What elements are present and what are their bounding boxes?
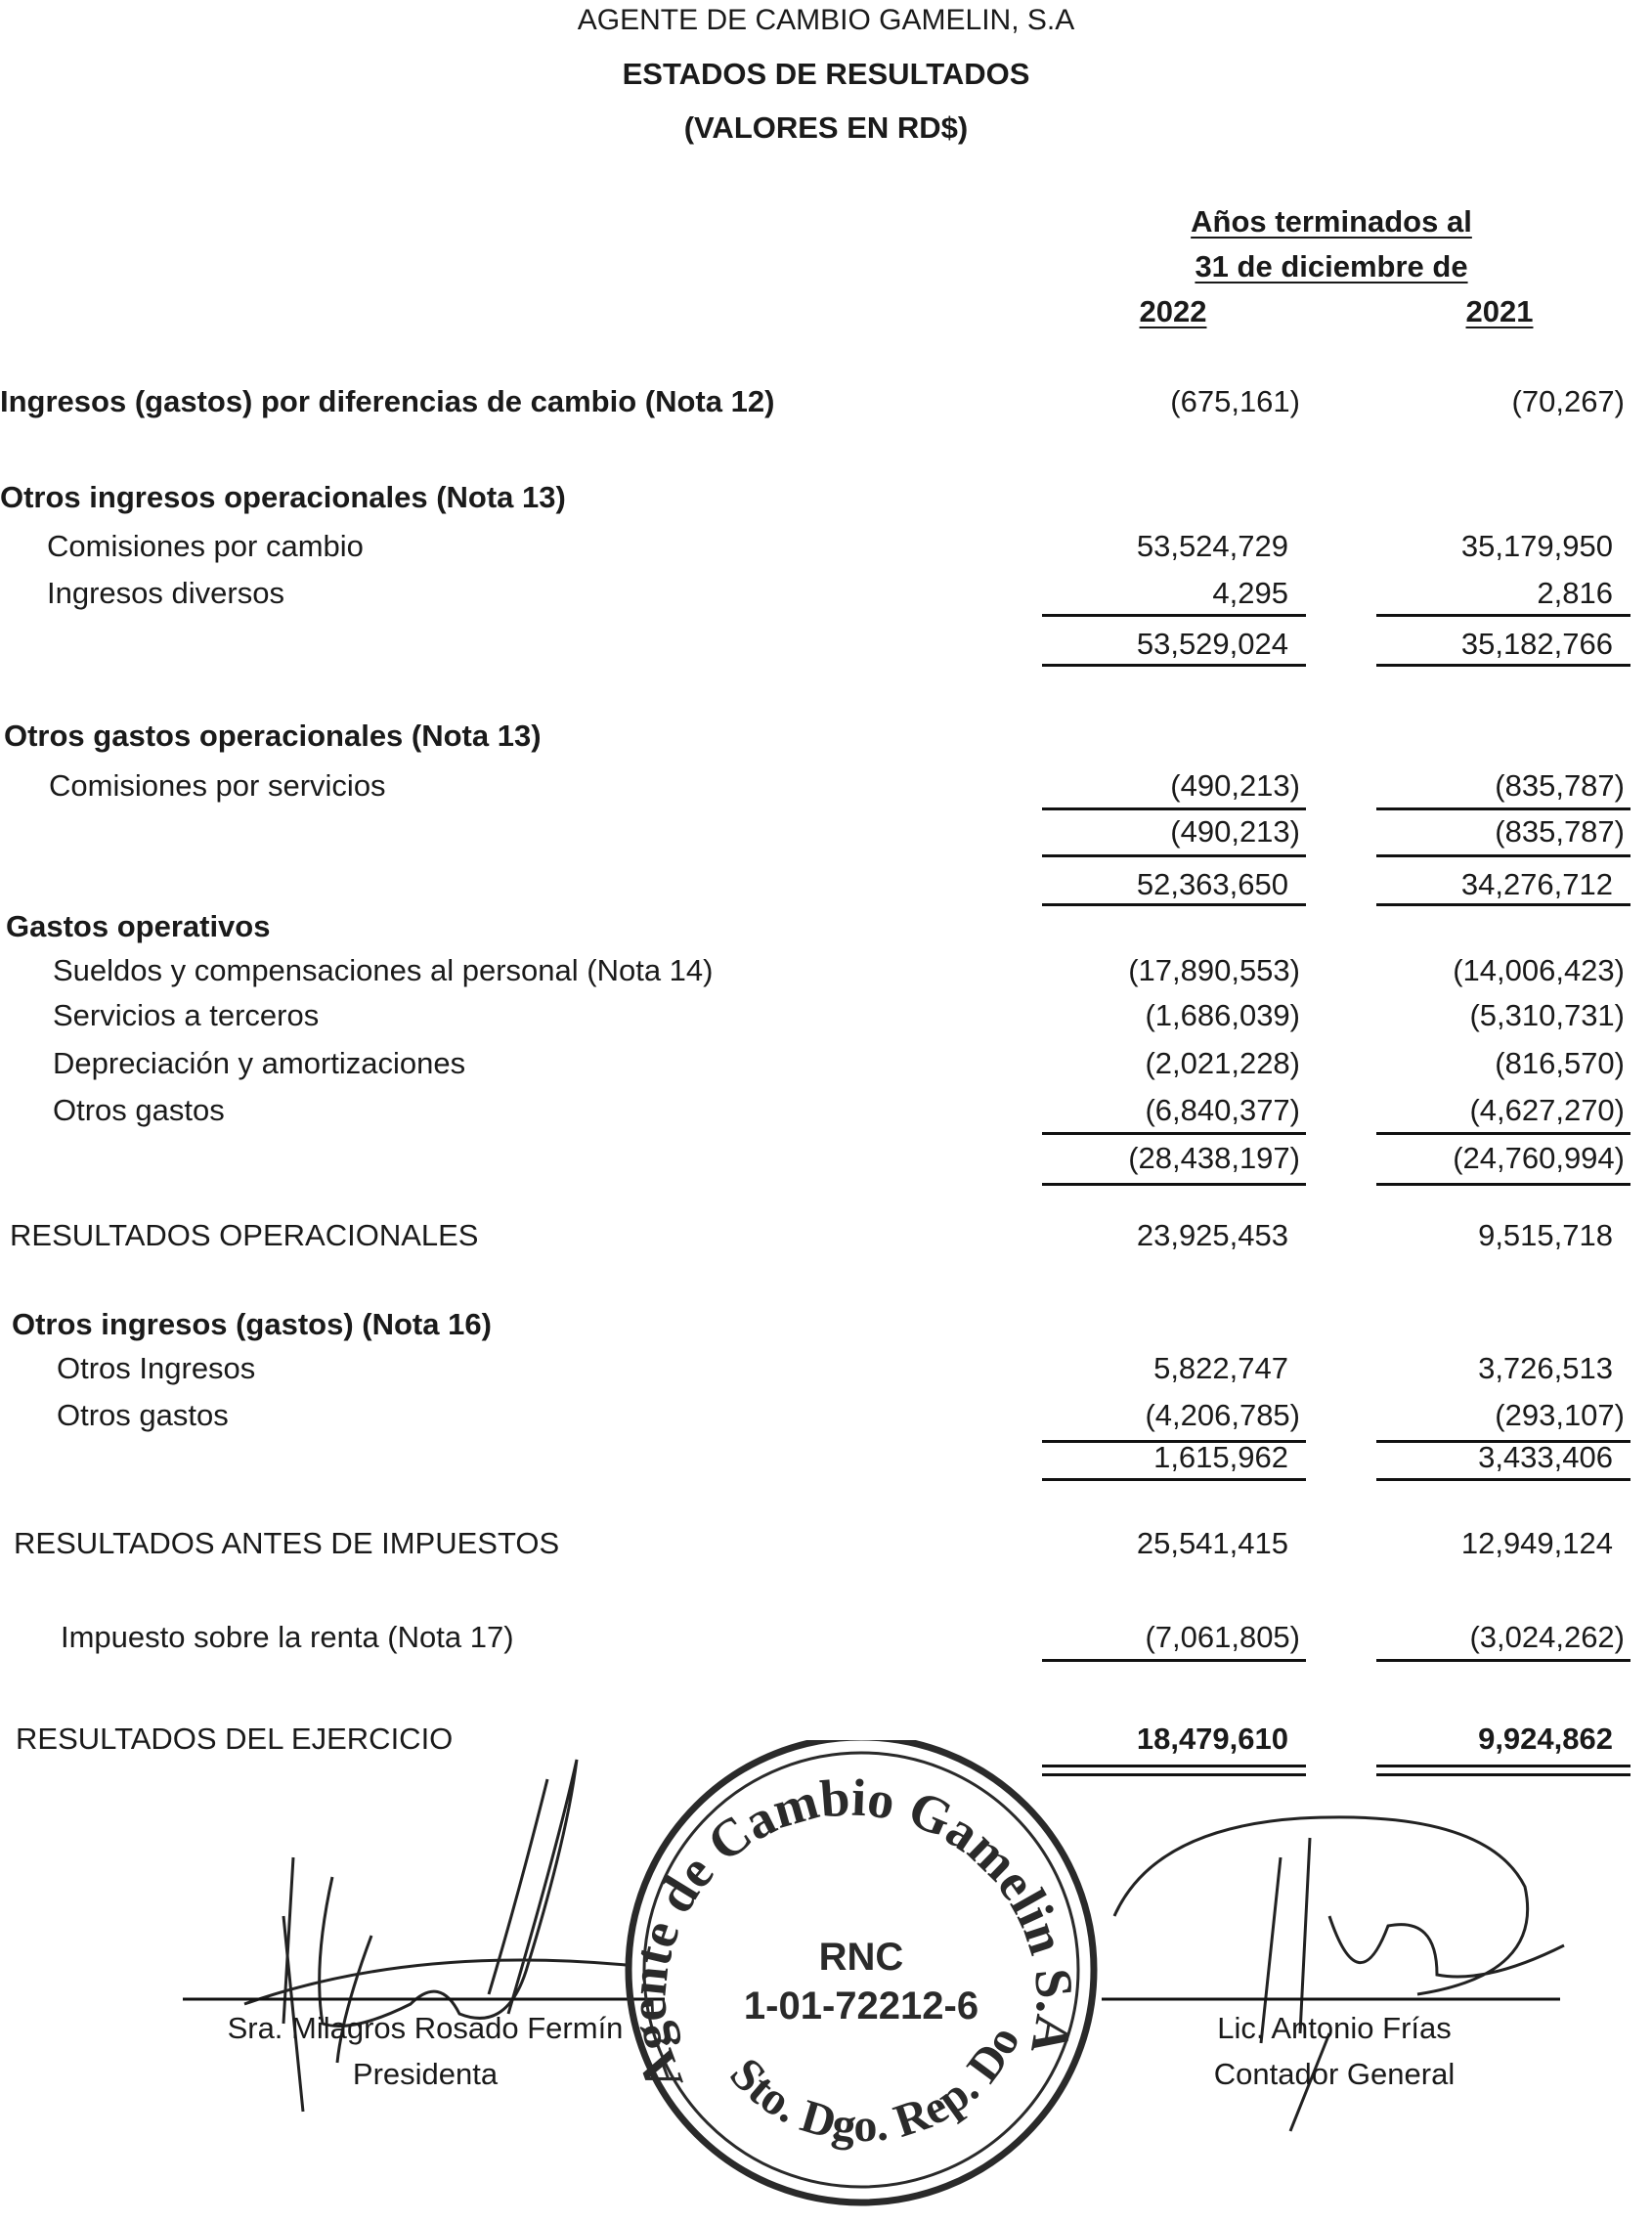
value-2021: (835,787) bbox=[1495, 768, 1625, 803]
statement-title: ESTADOS DE RESULTADOS bbox=[622, 57, 1030, 91]
value-2021: 34,276,712 bbox=[1460, 867, 1613, 901]
value-2021: (3,024,262) bbox=[1469, 1620, 1625, 1654]
underline-rule bbox=[1042, 1765, 1306, 1767]
row-label: Comisiones por servicios bbox=[49, 768, 386, 803]
row-label: RESULTADOS DEL EJERCICIO bbox=[16, 1722, 454, 1756]
underline-rule bbox=[1042, 664, 1306, 667]
underline-rule bbox=[1042, 854, 1306, 857]
company-seal: Agente de Cambio Gamelin S.A Sto. Dgo. R… bbox=[0, 1740, 1098, 2206]
row-label: Otros gastos bbox=[57, 1398, 229, 1432]
value-2022: 52,363,650 bbox=[1136, 867, 1288, 901]
value-2022: (1,686,039) bbox=[1145, 998, 1300, 1032]
value-2021: (5,310,731) bbox=[1469, 998, 1625, 1032]
row-label: Ingresos (gastos) por diferencias de cam… bbox=[0, 384, 775, 418]
seal-rnc-label: RNC bbox=[819, 1936, 904, 1979]
value-2022: (6,840,377) bbox=[1145, 1093, 1300, 1127]
value-2022: 25,541,415 bbox=[1136, 1526, 1288, 1560]
underline-rule bbox=[1042, 614, 1306, 617]
value-2022: (490,213) bbox=[1170, 814, 1300, 849]
value-2021: (816,570) bbox=[1495, 1046, 1625, 1080]
value-2021: 9,924,862 bbox=[1478, 1722, 1613, 1756]
row-label: Depreciación y amortizaciones bbox=[53, 1046, 466, 1080]
underline-rule bbox=[1042, 807, 1306, 810]
president-signature-icon bbox=[243, 1759, 627, 2113]
value-2021: 12,949,124 bbox=[1460, 1526, 1613, 1560]
underline-rule bbox=[1376, 1765, 1630, 1767]
value-2021: (4,627,270) bbox=[1469, 1093, 1625, 1127]
row-label: Impuesto sobre la renta (Nota 17) bbox=[61, 1620, 514, 1654]
row-label: RESULTADOS ANTES DE IMPUESTOS bbox=[14, 1526, 560, 1560]
value-2021: 35,179,950 bbox=[1460, 529, 1613, 563]
value-2021: 3,726,513 bbox=[1478, 1351, 1613, 1385]
underline-rule bbox=[1376, 664, 1630, 667]
value-2022: (4,206,785) bbox=[1145, 1398, 1300, 1432]
value-2021: (293,107) bbox=[1495, 1398, 1625, 1432]
underline-rule bbox=[1376, 1440, 1630, 1443]
row-label: Otros ingresos (gastos) (Nota 16) bbox=[12, 1307, 492, 1341]
row-label: Otros ingresos operacionales (Nota 13) bbox=[0, 480, 566, 514]
row-label: Servicios a terceros bbox=[53, 998, 320, 1032]
value-2021: (835,787) bbox=[1495, 814, 1625, 849]
value-2021: (14,006,423) bbox=[1453, 953, 1625, 987]
underline-rule bbox=[1042, 903, 1306, 906]
value-2021: 35,182,766 bbox=[1460, 627, 1613, 661]
value-2021: 2,816 bbox=[1537, 576, 1613, 610]
value-2021: 9,515,718 bbox=[1478, 1218, 1613, 1252]
underline-rule bbox=[1376, 614, 1630, 617]
underline-rule bbox=[1376, 903, 1630, 906]
value-2022: 4,295 bbox=[1212, 576, 1288, 610]
underline-rule bbox=[1042, 1132, 1306, 1135]
row-label: Otros gastos bbox=[53, 1093, 225, 1127]
period-line-1: Años terminados al bbox=[1191, 204, 1472, 239]
value-2021: 3,433,406 bbox=[1478, 1440, 1613, 1474]
value-2022: (2,021,228) bbox=[1145, 1046, 1300, 1080]
underline-rule bbox=[1042, 1440, 1306, 1443]
underline-rule bbox=[1376, 1183, 1630, 1186]
underline-rule bbox=[1042, 1478, 1306, 1481]
value-2022: (490,213) bbox=[1170, 768, 1300, 803]
underline-rule bbox=[1376, 1478, 1630, 1481]
row-label: Otros Ingresos bbox=[57, 1351, 256, 1385]
value-2022: (7,061,805) bbox=[1145, 1620, 1300, 1654]
underline-rule bbox=[1376, 1132, 1630, 1135]
underline-rule bbox=[1042, 1773, 1306, 1776]
underline-rule bbox=[1376, 807, 1630, 810]
row-label: Ingresos diversos bbox=[47, 576, 284, 610]
value-2022: (17,890,553) bbox=[1128, 953, 1300, 987]
year-2022-header: 2022 bbox=[1139, 294, 1207, 328]
value-2022: 23,925,453 bbox=[1136, 1218, 1288, 1252]
value-2022: 53,524,729 bbox=[1136, 529, 1288, 563]
row-label: RESULTADOS OPERACIONALES bbox=[10, 1218, 479, 1252]
president-title: Presidenta bbox=[352, 2057, 499, 2091]
value-2022: 1,615,962 bbox=[1153, 1440, 1288, 1474]
value-2022: 53,529,024 bbox=[1136, 627, 1288, 661]
signatures-and-stamp: Agente de Cambio Gamelin S.A Sto. Dgo. R… bbox=[0, 1740, 1565, 2206]
row-label: Otros gastos operacionales (Nota 13) bbox=[4, 719, 542, 753]
company-name: AGENTE DE CAMBIO GAMELIN, S.A bbox=[577, 4, 1075, 36]
period-line-2: 31 de diciembre de bbox=[1195, 249, 1468, 283]
year-2021-header: 2021 bbox=[1465, 294, 1534, 328]
row-label: Sueldos y compensaciones al personal (No… bbox=[53, 953, 714, 987]
row-label: Comisiones por cambio bbox=[47, 529, 364, 563]
underline-rule bbox=[1376, 854, 1630, 857]
accountant-title: Contador General bbox=[1213, 2057, 1456, 2091]
president-name: Sra. Milagros Rosado Fermín bbox=[227, 2011, 624, 2045]
value-2022: 18,479,610 bbox=[1136, 1722, 1288, 1756]
row-label: Gastos operativos bbox=[6, 909, 271, 943]
seal-rnc-number: 1-01-72212-6 bbox=[744, 1984, 978, 2028]
underline-rule bbox=[1042, 1183, 1306, 1186]
value-2021: (24,760,994) bbox=[1453, 1141, 1625, 1175]
underline-rule bbox=[1376, 1659, 1630, 1662]
value-2022: (28,438,197) bbox=[1128, 1141, 1300, 1175]
accountant-signature-icon bbox=[1112, 1815, 1565, 2132]
value-2022: (675,161) bbox=[1170, 384, 1300, 418]
value-2021: (70,267) bbox=[1511, 384, 1625, 418]
underline-rule bbox=[1042, 1659, 1306, 1662]
currency-note: (VALORES EN RD$) bbox=[683, 110, 969, 145]
value-2022: 5,822,747 bbox=[1153, 1351, 1288, 1385]
underline-rule bbox=[1376, 1773, 1630, 1776]
accountant-name: Lic. Antonio Frías bbox=[1217, 2011, 1452, 2045]
